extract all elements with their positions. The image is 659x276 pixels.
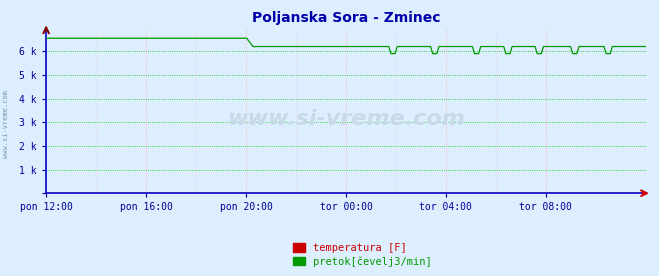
Text: www.si-vreme.com: www.si-vreme.com	[227, 109, 465, 129]
Legend: temperatura [F], pretok[čevelj3/min]: temperatura [F], pretok[čevelj3/min]	[289, 239, 436, 271]
Title: Poljanska Sora - Zminec: Poljanska Sora - Zminec	[252, 11, 440, 25]
Text: www.si-vreme.com: www.si-vreme.com	[3, 90, 9, 158]
